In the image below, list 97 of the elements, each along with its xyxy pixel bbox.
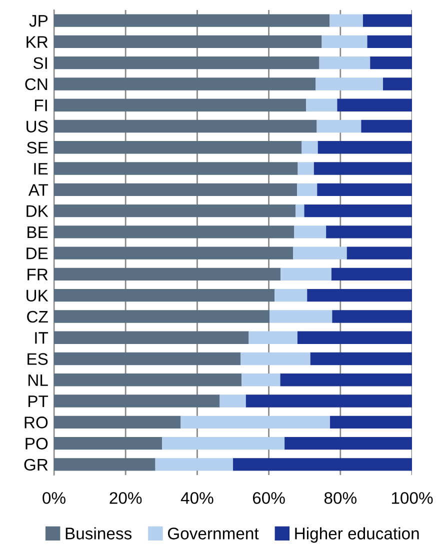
bar [54, 14, 330, 27]
bar [54, 246, 294, 260]
bar [304, 204, 412, 218]
bar [314, 162, 412, 175]
y-tick-label: ES [28, 353, 48, 365]
legend-label: Business [66, 527, 132, 540]
bar [54, 394, 220, 408]
bar [240, 352, 310, 366]
bar [319, 56, 370, 70]
bar [54, 416, 181, 428]
bar [54, 331, 249, 344]
bar [274, 289, 308, 302]
x-tick-label: 40% [180, 492, 214, 504]
bar [54, 310, 270, 323]
y-tick-label: DK [26, 205, 48, 217]
bar [361, 120, 412, 133]
bar [294, 226, 326, 238]
bar [54, 141, 302, 154]
legend-label: Higher education [295, 527, 419, 543]
legend-label: Government [168, 528, 259, 540]
bar [155, 458, 233, 471]
y-tick-label: SE [26, 142, 48, 154]
y-tick-label: FR [28, 268, 48, 280]
bar [306, 98, 338, 112]
y-tick-label: SI [33, 57, 47, 70]
bar [310, 352, 412, 366]
bar [296, 204, 304, 218]
bar [326, 226, 412, 238]
bar [297, 331, 412, 344]
bar [317, 183, 412, 196]
bar [346, 246, 412, 260]
y-tick-label: KR [26, 36, 48, 48]
y-tick-label: BE [28, 226, 48, 238]
x-tick-label: 0% [42, 492, 66, 504]
bar [297, 183, 318, 196]
bar [318, 141, 412, 154]
y-tick-label: PT [28, 396, 48, 408]
y-tick-label: IT [35, 332, 48, 344]
y-tick-label: GR [24, 458, 48, 471]
x-tick-label: 60% [252, 492, 285, 504]
bar [337, 98, 412, 112]
bar [54, 374, 242, 386]
x-tick-label: 80% [324, 492, 356, 504]
y-tick-label: FI [35, 100, 47, 112]
bar [383, 78, 412, 90]
bar [54, 226, 294, 238]
bar [242, 374, 280, 386]
bar [54, 35, 322, 48]
bar [330, 416, 412, 428]
bar [270, 310, 332, 323]
bar [54, 204, 296, 218]
bar [54, 436, 162, 450]
bar [362, 14, 412, 27]
bar [284, 436, 412, 450]
bar [54, 56, 320, 70]
bar [322, 35, 368, 48]
bar [298, 162, 314, 175]
bar [54, 289, 275, 302]
bar [316, 120, 362, 133]
x-tick-label: 100% [392, 492, 433, 504]
bar [302, 141, 318, 154]
bar [220, 394, 246, 408]
bar [54, 458, 156, 471]
bar [54, 78, 316, 90]
x-tick-label: 20% [110, 492, 142, 504]
bar [332, 310, 412, 323]
y-tick-label: US [26, 120, 48, 132]
bar [367, 35, 412, 48]
y-tick-label: CZ [27, 310, 48, 323]
bar [54, 162, 298, 175]
bar [246, 394, 412, 408]
y-tick-label: NL [28, 374, 48, 386]
bar [54, 352, 241, 366]
y-tick-label: JP [29, 15, 48, 27]
y-tick-label: UK [26, 290, 48, 302]
bar [54, 98, 306, 112]
bar [54, 268, 281, 281]
bar [307, 289, 412, 302]
bar [233, 458, 412, 471]
bar [54, 183, 298, 196]
bar [370, 56, 412, 70]
y-tick-label: PO [26, 438, 48, 450]
bar [248, 331, 298, 344]
bar [316, 78, 383, 90]
y-tick-label: DE [26, 248, 48, 260]
bar [293, 246, 347, 260]
bar [54, 120, 317, 133]
bar [330, 14, 363, 27]
y-tick-label: IE [34, 163, 48, 175]
y-tick-label: RO [24, 416, 48, 428]
bar [280, 268, 332, 281]
y-tick-label: AT [28, 184, 48, 196]
bar [180, 416, 330, 428]
bar [331, 268, 412, 281]
y-tick-label: CN [25, 78, 48, 90]
bar [280, 374, 412, 386]
bar [162, 436, 285, 450]
